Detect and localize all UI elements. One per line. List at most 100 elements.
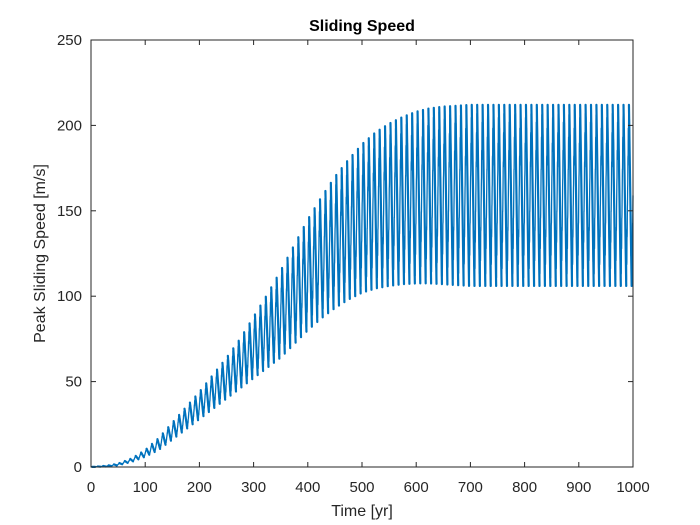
oscillation-swing xyxy=(118,461,124,466)
oscillation-swing xyxy=(270,286,276,364)
x-axis-title: Time [yr] xyxy=(331,503,393,520)
y-tick-label: 200 xyxy=(57,117,82,134)
oscillation-swing xyxy=(443,105,449,286)
oscillation-swing xyxy=(595,103,601,288)
x-tick-label: 700 xyxy=(458,479,483,496)
oscillation-swing xyxy=(308,216,313,328)
y-axis-title: Peak Sliding Speed [m/s] xyxy=(32,164,49,343)
oscillation-swing xyxy=(465,104,471,287)
oscillation-swing xyxy=(253,313,259,377)
oscillation-swing xyxy=(291,246,297,344)
ticks-layer: 0 100 200 300 400 500 600 700 800 900 1000 0 50 100 15… xyxy=(57,32,650,496)
oscillation-swing xyxy=(318,198,324,319)
oscillation-swing xyxy=(454,104,460,287)
oscillation-swing xyxy=(573,103,579,288)
y-tick-label: 50 xyxy=(65,374,82,391)
oscillation-swing xyxy=(378,128,384,289)
oscillation-swing xyxy=(194,395,200,422)
oscillation-swing xyxy=(459,104,465,287)
x-tick-label: 300 xyxy=(241,479,266,496)
oscillation-swing xyxy=(421,108,427,285)
series-peaks-0 xyxy=(91,103,633,468)
oscillation-swing xyxy=(492,103,498,288)
x-tick-label: 100 xyxy=(133,479,158,496)
oscillation-swing xyxy=(259,304,265,373)
y-tick-label: 100 xyxy=(57,288,82,305)
oscillation-swing xyxy=(286,256,292,350)
oscillation-swing xyxy=(579,103,584,288)
oscillation-swing xyxy=(123,459,129,464)
oscillation-swing xyxy=(367,137,373,291)
oscillation-swing xyxy=(438,106,444,286)
oscillation-swing xyxy=(129,457,135,463)
oscillation-swing xyxy=(497,103,503,288)
oscillation-swing xyxy=(373,132,378,290)
oscillation-swing xyxy=(221,361,227,401)
oscillation-swing xyxy=(584,103,590,288)
x-tick-label: 900 xyxy=(566,479,591,496)
x-tick-label: 600 xyxy=(404,479,429,496)
oscillation-swing xyxy=(177,413,183,434)
y-tick-label: 0 xyxy=(74,459,82,476)
oscillation-swing xyxy=(568,103,574,288)
oscillation-swing xyxy=(541,103,547,288)
x-tick-label: 0 xyxy=(87,479,95,496)
oscillation-swing xyxy=(140,451,145,459)
oscillation-swing xyxy=(514,103,519,288)
oscillation-swing xyxy=(600,103,606,288)
oscillation-swing xyxy=(481,103,487,288)
oscillation-swing xyxy=(232,347,238,393)
series-layer xyxy=(90,103,634,468)
oscillation-swing xyxy=(383,125,389,288)
oscillation-swing xyxy=(486,103,492,288)
oscillation-swing xyxy=(275,276,281,360)
oscillation-swing xyxy=(248,322,254,381)
oscillation-swing xyxy=(172,419,178,438)
oscillation-swing xyxy=(503,103,509,288)
oscillation-swing xyxy=(280,266,286,355)
oscillation-swing xyxy=(134,454,140,461)
oscillation-swing xyxy=(362,141,368,293)
oscillation-swing xyxy=(524,103,530,288)
oscillation-swing xyxy=(622,103,628,288)
oscillation-swing xyxy=(394,119,400,286)
x-tick-label: 200 xyxy=(187,479,212,496)
oscillation-swing xyxy=(167,426,173,442)
oscillation-swing xyxy=(476,103,481,288)
oscillation-swing xyxy=(199,389,205,418)
oscillation-swing xyxy=(107,464,113,468)
oscillation-swing xyxy=(237,339,243,389)
oscillation-swing xyxy=(535,103,541,288)
oscillation-swing xyxy=(389,121,395,287)
oscillation-swing xyxy=(351,153,357,298)
oscillation-swing xyxy=(557,103,563,288)
oscillation-swing xyxy=(345,160,351,301)
oscillation-swing xyxy=(530,103,536,288)
x-tick-label: 1000 xyxy=(616,479,649,496)
oscillation-swing xyxy=(150,442,156,454)
oscillation-swing xyxy=(205,382,210,414)
oscillation-swing xyxy=(405,114,411,285)
oscillation-swing xyxy=(156,438,162,450)
oscillation-swing xyxy=(356,147,362,295)
x-tick-label: 400 xyxy=(295,479,320,496)
oscillation-swing xyxy=(589,103,595,288)
y-tick-label: 150 xyxy=(57,203,82,220)
oscillation-swing xyxy=(145,447,151,456)
x-tick-label: 800 xyxy=(512,479,537,496)
oscillation-swing xyxy=(427,107,433,285)
oscillation-swing xyxy=(627,103,633,288)
oscillation-swing xyxy=(546,103,552,288)
oscillation-swing xyxy=(313,207,319,324)
oscillation-swing xyxy=(411,112,416,285)
oscillation-swing xyxy=(616,103,622,288)
oscillation-swing xyxy=(183,407,189,430)
oscillation-swing xyxy=(551,103,557,288)
x-tick-label: 500 xyxy=(349,479,374,496)
oscillation-swing xyxy=(400,116,406,286)
oscillation-swing xyxy=(226,354,232,397)
oscillation-swing xyxy=(470,103,476,288)
oscillation-swing xyxy=(611,103,617,288)
